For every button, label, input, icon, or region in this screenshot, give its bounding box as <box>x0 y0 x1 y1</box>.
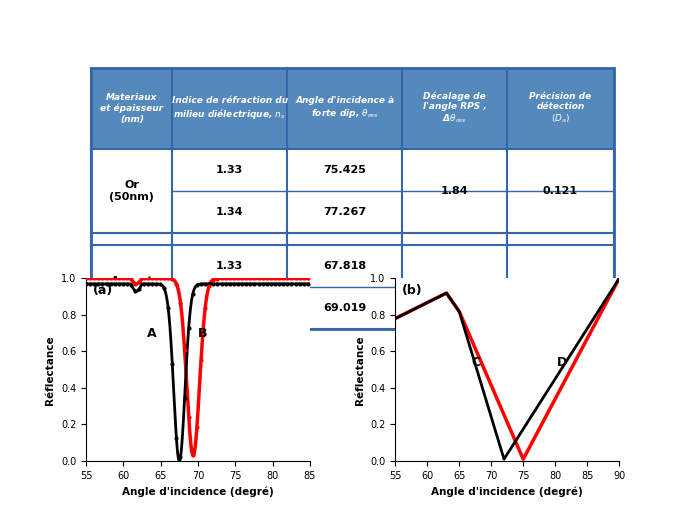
Text: B: B <box>198 327 208 340</box>
Text: Indice de réfraction du
milieu diélectrique, $n_s$: Indice de réfraction du milieu diélectri… <box>172 96 288 121</box>
Text: 0.121: 0.121 <box>543 186 578 196</box>
Text: 1.33: 1.33 <box>216 165 244 175</box>
Text: 75.425: 75.425 <box>323 165 366 175</box>
Text: 1.33: 1.33 <box>216 261 244 271</box>
Y-axis label: Réflectance: Réflectance <box>354 335 365 405</box>
Text: C: C <box>471 356 480 369</box>
Y-axis label: Réflectance: Réflectance <box>45 335 55 405</box>
Text: 1.34: 1.34 <box>216 303 244 313</box>
Text: Materiaux
et épaisseur
(nm): Materiaux et épaisseur (nm) <box>100 93 163 124</box>
Text: Précision de
détection
$(D_a)$: Précision de détection $(D_a)$ <box>529 92 592 125</box>
Text: 0.781: 0.781 <box>543 282 578 292</box>
Text: A: A <box>147 327 156 340</box>
X-axis label: Angle d'incidence (degré): Angle d'incidence (degré) <box>431 486 583 497</box>
Text: 77.267: 77.267 <box>323 207 366 217</box>
Bar <box>92 68 614 149</box>
Text: 1.2: 1.2 <box>444 282 464 292</box>
Text: 1.84: 1.84 <box>441 186 469 196</box>
X-axis label: Angle d'incidence (degré): Angle d'incidence (degré) <box>122 486 274 497</box>
Text: (b): (b) <box>402 284 422 297</box>
Text: Or
(50nm): Or (50nm) <box>109 180 154 202</box>
Text: 67.818: 67.818 <box>323 261 366 271</box>
Text: Décalage de
l'angle RPS ,
Δ$\theta_{res}$: Décalage de l'angle RPS , Δ$\theta_{res}… <box>422 91 486 125</box>
Text: Argent
(50nm): Argent (50nm) <box>109 277 154 298</box>
Text: Angle d'incidence à
forte dip, $\theta_{res}$: Angle d'incidence à forte dip, $\theta_{… <box>295 96 394 120</box>
Text: D: D <box>557 356 567 369</box>
Text: 69.019: 69.019 <box>323 303 367 313</box>
Text: (a): (a) <box>93 284 113 297</box>
Text: 1.34: 1.34 <box>216 207 244 217</box>
